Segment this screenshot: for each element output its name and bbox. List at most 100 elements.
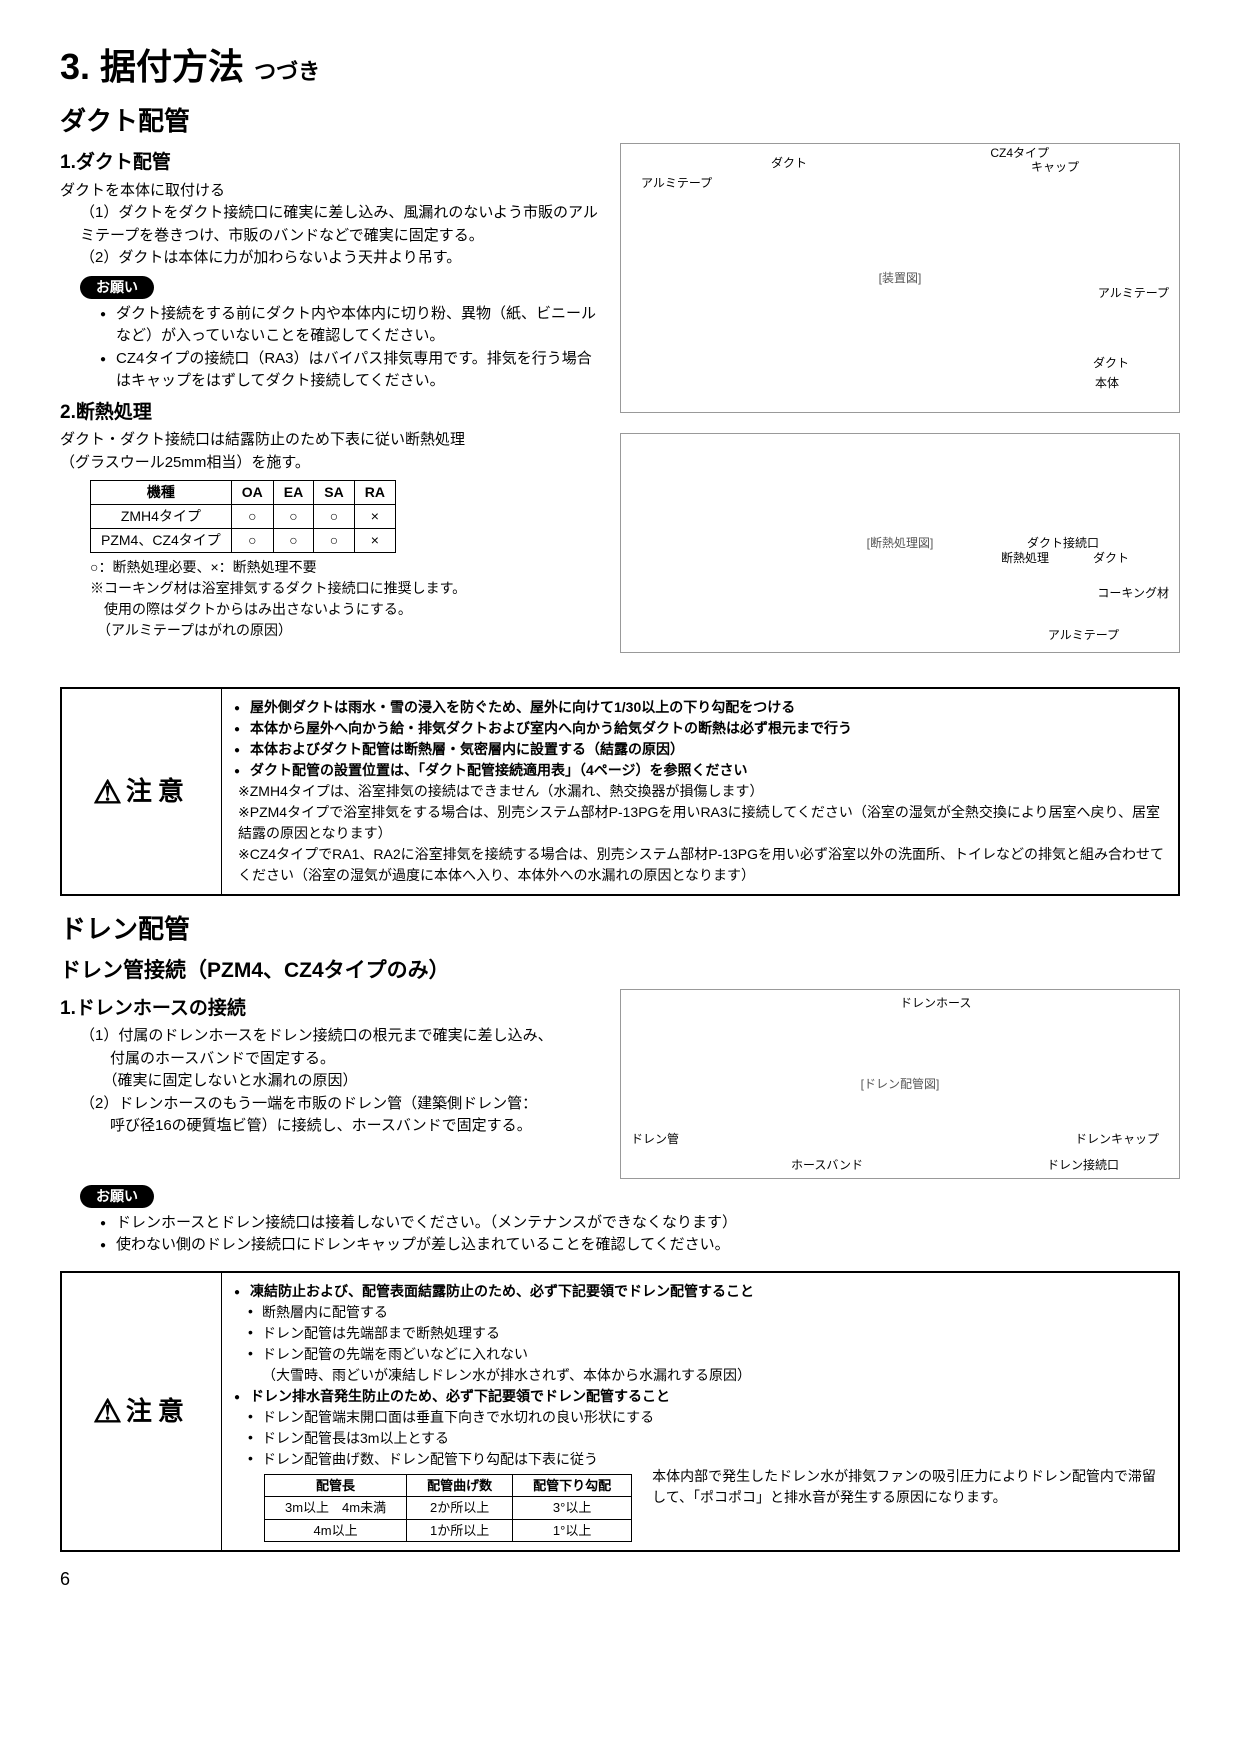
td: ○ [314,505,354,529]
th: SA [314,481,354,505]
td: ○ [273,505,313,529]
td: PZM4、CZ4タイプ [91,529,232,553]
duct-item-1: （1）ダクトをダクト接続口に確実に差し込み、風漏れのないよう市販のアルミテープを… [80,202,600,247]
dlabel: アルミテープ [1098,284,1169,302]
caution-content-2: 凍結防止および、配管表面結露防止のため、必ず下記要領でドレン配管すること 断熱層… [222,1273,1178,1551]
td: 3°以上 [513,1497,632,1520]
csub: ドレン配管の先端を雨どいなどに入れない [248,1344,1166,1365]
td: ○ [231,529,273,553]
td: 1°以上 [513,1519,632,1542]
th: EA [273,481,313,505]
cbullet: 屋外側ダクトは雨水・雪の浸入を防ぐため、屋外に向けて1/30以上の下り勾配をつけ… [234,697,1166,718]
th: 配管下り勾配 [513,1474,632,1497]
diagram-duct-2: ダクト接続口 断熱処理 ダクト コーキング材 アルミテープ [断熱処理図] [620,433,1180,653]
warning-icon: ⚠ [93,768,122,816]
th: RA [354,481,395,505]
dlabel: 断熱処理 [1001,549,1049,567]
drain-item: 呼び径16の硬質塩ビ管）に接続し、ホースバンドで固定する。 [80,1115,600,1138]
td: ○ [314,529,354,553]
diagram-duct-1: ダクト CZ4タイプ キャップ アルミテープ アルミテープ ダクト 本体 [装置… [620,143,1180,413]
onegai-badge-1: お願い [80,276,154,299]
csub: ドレン配管長は3m以上とする [248,1428,1166,1449]
table-note-2: 使用の際はダクトからはみ出さないようにする。 [90,599,600,620]
table-row: ZMH4タイプ ○ ○ ○ × [91,505,396,529]
dlabel: キャップ [1031,158,1079,176]
table-note-3: （アルミテープはがれの原因） [90,620,600,641]
dlabel: ダクト [771,154,807,172]
td: 1か所以上 [407,1519,513,1542]
page-number: 6 [60,1566,1180,1593]
table-header-row: 配管長 配管曲げ数 配管下り勾配 [265,1474,632,1497]
th: 配管長 [265,1474,407,1497]
caution-bullets: 屋外側ダクトは雨水・雪の浸入を防ぐため、屋外に向けて1/30以上の下り勾配をつけ… [234,697,1166,781]
caution-content-1: 屋外側ダクトは雨水・雪の浸入を防ぐため、屋外に向けて1/30以上の下り勾配をつけ… [222,689,1178,894]
title-number: 3. [60,46,90,87]
caution-subnote: ※ZMH4タイプは、浴室排気の接続はできません（水漏れ、熱交換器が損傷します） [238,781,1166,802]
insulation-table: 機種 OA EA SA RA ZMH4タイプ ○ ○ ○ × PZM4、CZ4タ… [90,480,396,553]
drain-item: （1）付属のドレンホースをドレン接続口の根元まで確実に差し込み、 [80,1025,600,1048]
cbullet: 本体から屋外へ向かう給・排気ダクトおよび室内へ向かう給気ダクトの断熱は必ず根元ま… [234,718,1166,739]
csub: ドレン配管端末開口面は垂直下向きで水切れの良い形状にする [248,1407,1166,1428]
dlabel: ドレンキャップ [1075,1130,1159,1148]
drain-left-column: 1.ドレンホースの接続 （1）付属のドレンホースをドレン接続口の根元まで確実に差… [60,989,600,1179]
onegai-item: ドレンホースとドレン接続口は接着しないでください。（メンテナンスができなくなりま… [100,1212,1180,1235]
td: × [354,505,395,529]
td: × [354,529,395,553]
caution-subnote: ※PZM4タイプで浴室排気をする場合は、別売システム部材P-13PGを用いRA3… [238,802,1166,844]
drain-sub-heading: ドレン管接続（PZM4、CZ4タイプのみ） [60,955,1180,987]
drain-item: （2）ドレンホースのもう一端を市販のドレン管（建築側ドレン管： [80,1093,600,1116]
caution-sub-list-1: 断熱層内に配管する ドレン配管は先端部まで断熱処理する ドレン配管の先端を雨どい… [248,1302,1166,1365]
caution-text: 注意 [126,772,190,811]
caution-label: ⚠ 注意 [62,1273,222,1551]
td: ○ [231,505,273,529]
onegai-item: ダクト接続をする前にダクト内や本体内に切り粉、異物（紙、ビニールなど）が入ってい… [100,303,600,348]
caution-box-2: ⚠ 注意 凍結防止および、配管表面結露防止のため、必ず下記要領でドレン配管するこ… [60,1271,1180,1553]
td: 3m以上 4m未満 [265,1497,407,1520]
dlabel: 本体 [1095,374,1119,392]
caution-bullets-2: 凍結防止および、配管表面結露防止のため、必ず下記要領でドレン配管すること [234,1281,1166,1302]
th: 配管曲げ数 [407,1474,513,1497]
slope-side-note: 本体内部で発生したドレン水が排気ファンの吸引圧力によりドレン配管内で滞留して、「… [652,1466,1166,1508]
td: 2か所以上 [407,1497,513,1520]
dlabel: ダクト [1093,354,1129,372]
table-note-1: ※コーキング材は浴室排気するダクト接続口に推奨します。 [90,578,600,599]
table-legend: ○：断熱処理必要、×：断熱処理不要 [90,557,600,578]
diagram-drain: ドレンホース ドレン管 ドレンキャップ ホースバンド ドレン接続口 [ドレン配管… [620,989,1180,1179]
duct-right-column: ダクト CZ4タイプ キャップ アルミテープ アルミテープ ダクト 本体 [装置… [620,143,1180,673]
insulation-lead2: （グラスウール25mm相当）を施す。 [60,452,600,475]
csub: ドレン配管曲げ数、ドレン配管下り勾配は下表に従う [248,1449,1166,1470]
onegai-list-1: ダクト接続をする前にダクト内や本体内に切り粉、異物（紙、ビニールなど）が入ってい… [100,303,600,393]
drain-item: 付属のホースバンドで固定する。 [80,1048,600,1071]
sub-heading-2: 2.断熱処理 [60,399,600,428]
warning-icon: ⚠ [93,1387,122,1435]
td: ○ [273,529,313,553]
dlabel: アルミテープ [1048,626,1119,644]
slope-table: 配管長 配管曲げ数 配管下り勾配 3m以上 4m未満 2か所以上 3°以上 4m… [264,1474,632,1543]
csub-note: （大雪時、雨どいが凍結しドレン水が排水されず、本体から水漏れする原因） [262,1365,1166,1386]
dlabel: ドレン管 [631,1130,679,1148]
cbullet: 凍結防止および、配管表面結露防止のため、必ず下記要領でドレン配管すること [234,1281,1166,1302]
table-row: 3m以上 4m未満 2か所以上 3°以上 [265,1497,632,1520]
csub: ドレン配管は先端部まで断熱処理する [248,1323,1166,1344]
title-text: 据付方法 [100,46,244,87]
caution-sub-list-2: ドレン配管端末開口面は垂直下向きで水切れの良い形状にする ドレン配管長は3m以上… [248,1407,1166,1470]
cbullet: ダクト配管の設置位置は、「ダクト配管接続適用表」（4ページ）を参照ください [234,760,1166,781]
onegai-item: CZ4タイプの接続口（RA3）はバイパス排気専用です。排気を行う場合はキャップを… [100,348,600,393]
table-row: PZM4、CZ4タイプ ○ ○ ○ × [91,529,396,553]
duct-layout: 1.ダクト配管 ダクトを本体に取付ける （1）ダクトをダクト接続口に確実に差し込… [60,143,1180,673]
section-heading-drain: ドレン配管 [60,910,1180,949]
cbullet: 本体およびダクト配管は断熱層・気密層内に設置する（結露の原因） [234,739,1166,760]
td: 4m以上 [265,1519,407,1542]
title-continue: つづき [254,59,320,84]
dlabel: コーキング材 [1097,584,1169,602]
th: 機種 [91,481,232,505]
dlabel: ドレンホース [900,994,971,1012]
dlabel: ドレン接続口 [1047,1156,1119,1174]
csub: 断熱層内に配管する [248,1302,1166,1323]
drain-item: （確実に固定しないと水漏れの原因） [80,1070,600,1093]
caution-subnote: ※CZ4タイプでRA1、RA2に浴室排気を接続する場合は、別売システム部材P-1… [238,844,1166,886]
sub-heading-1: 1.ダクト配管 [60,149,600,178]
drain-layout: 1.ドレンホースの接続 （1）付属のドレンホースをドレン接続口の根元まで確実に差… [60,989,1180,1179]
duct-lead: ダクトを本体に取付ける [60,180,600,203]
drain-sub1-heading: 1.ドレンホースの接続 [60,995,600,1024]
